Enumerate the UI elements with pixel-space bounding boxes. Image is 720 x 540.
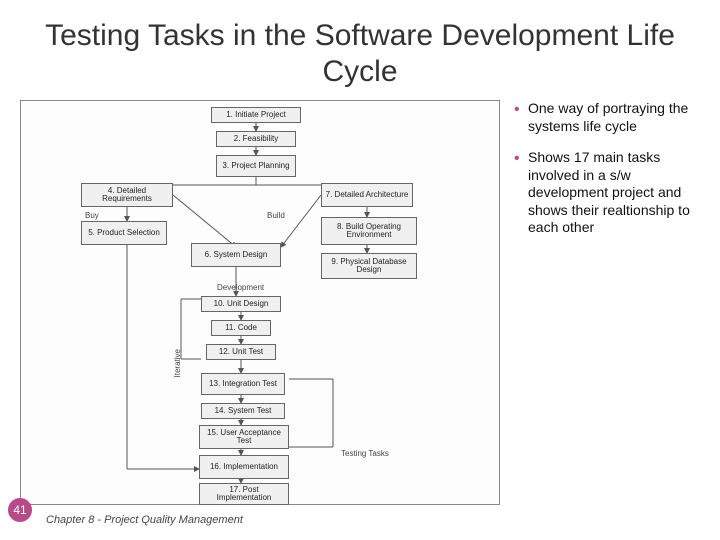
- flowchart-node: 15. User Acceptance Test: [199, 425, 289, 449]
- flowchart-node: 6. System Design: [191, 243, 281, 267]
- flowchart-node: 11. Code: [211, 320, 271, 336]
- flowchart-diagram: 1. Initiate Project 2. Feasibility 3. Proj…: [20, 100, 500, 505]
- flowchart-node: 16. Implementation: [199, 455, 289, 479]
- flowchart-node: 8. Build Operating Environment: [321, 217, 417, 245]
- flowchart-node: 14. System Test: [201, 403, 285, 419]
- flowchart-label: Development: [217, 283, 264, 292]
- page-title: Testing Tasks in the Software Developmen…: [0, 0, 720, 100]
- bullet-item: Shows 17 main tasks involved in a s/w de…: [514, 149, 700, 237]
- footer-text: Chapter 8 - Project Quality Management: [46, 514, 243, 526]
- flowchart-node: 13. Integration Test: [201, 373, 285, 395]
- flowchart-label: Buy: [85, 211, 99, 220]
- flowchart-node: 3. Project Planning: [216, 155, 296, 177]
- bullet-list: One way of portraying the systems life c…: [500, 100, 700, 505]
- flowchart-label: Iterative: [173, 349, 182, 377]
- flowchart-node: 5. Product Selection: [81, 221, 167, 245]
- flowchart-node: 7. Detailed Architecture: [321, 183, 413, 207]
- flowchart-label: Testing Tasks: [341, 449, 389, 458]
- flowchart-node: 17. Post Implementation: [199, 483, 289, 505]
- slide-number-badge: 41: [8, 498, 32, 522]
- flowchart-node: 2. Feasibility: [216, 131, 296, 147]
- bullet-item: One way of portraying the systems life c…: [514, 100, 700, 135]
- flowchart-node: 1. Initiate Project: [211, 107, 301, 123]
- flowchart-node: 9. Physical Database Design: [321, 253, 417, 279]
- flowchart-node: 10. Unit Design: [201, 296, 281, 312]
- flowchart-node: 4. Detailed Requirements: [81, 183, 173, 207]
- flowchart-node: 12. Unit Test: [206, 344, 276, 360]
- content-area: 1. Initiate Project 2. Feasibility 3. Proj…: [0, 100, 720, 505]
- flowchart-label: Build: [267, 211, 285, 220]
